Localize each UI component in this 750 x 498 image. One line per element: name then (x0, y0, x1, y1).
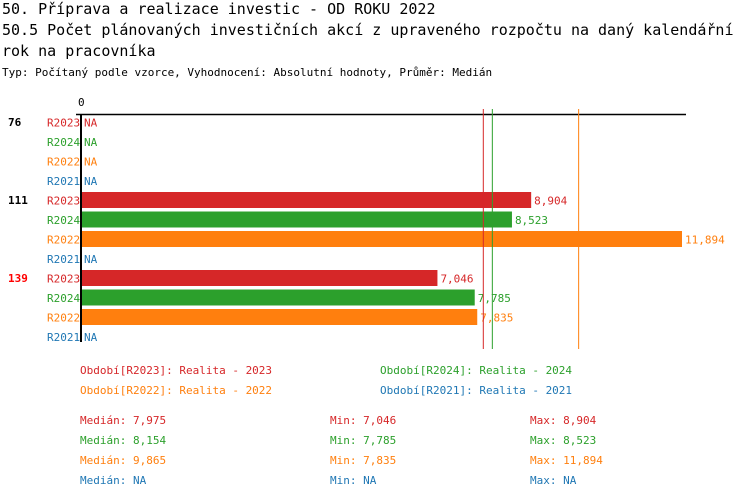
x-tick-label: 0 (78, 96, 85, 109)
bar-value-label: NA (84, 136, 98, 149)
series-row-label: R2022 (47, 312, 80, 325)
series-row-label: R2022 (47, 156, 80, 169)
bar-value-label: NA (84, 117, 98, 130)
bar-R2023 (82, 270, 438, 286)
category-label: 139 (8, 272, 28, 285)
stat-max: Max: 8,904 (530, 414, 597, 427)
series-row-label: R2022 (47, 234, 80, 247)
bar-value-label: NA (84, 175, 98, 188)
bar-R2023 (82, 192, 532, 208)
chart-subtitle-1: 50.5 Počet plánovaných investičních akcí… (2, 21, 734, 39)
bar-value-label: NA (84, 331, 98, 344)
stat-min: Min: 7,046 (330, 414, 397, 427)
series-row-label: R2023 (47, 117, 80, 130)
series-row-label: R2021 (47, 253, 80, 266)
chart-title: 50. Příprava a realizace investic - OD R… (2, 0, 436, 18)
bar-value-label: 7,785 (478, 292, 511, 305)
chart-subtitle-2: rok na pracovníka (2, 42, 156, 60)
series-row-label: R2024 (47, 214, 80, 227)
bar-value-label: 7,046 (440, 273, 473, 286)
stat-median: Medián: 8,154 (80, 434, 167, 447)
stat-max: Max: 11,894 (530, 454, 603, 467)
bar-value-label: NA (84, 156, 98, 169)
stat-median: Medián: NA (80, 474, 147, 487)
series-row-label: R2023 (47, 195, 80, 208)
bar-value-label: 11,894 (685, 234, 725, 247)
category-label: 76 (8, 116, 22, 129)
bar-value-label: 8,523 (515, 214, 548, 227)
bar-R2022 (82, 231, 682, 247)
bar-R2024 (82, 211, 512, 228)
series-row-label: R2024 (47, 136, 80, 149)
stat-min: Min: 7,835 (330, 454, 397, 467)
series-row-label: R2021 (47, 331, 80, 344)
legend-item: Období[R2022]: Realita - 2022 (80, 384, 273, 397)
legend-item: Období[R2021]: Realita - 2021 (380, 384, 573, 397)
series-row-label: R2021 (47, 175, 80, 188)
bar-R2024 (82, 289, 475, 306)
category-label: 111 (8, 194, 28, 207)
chart-type-line: Typ: Počítaný podle vzorce, Vyhodnocení:… (2, 66, 493, 79)
bar-R2022 (82, 309, 478, 325)
stat-median: Medián: 7,975 (80, 414, 167, 427)
stat-min: Min: NA (330, 474, 377, 487)
series-row-label: R2023 (47, 273, 80, 286)
stat-min: Min: 7,785 (330, 434, 397, 447)
bar-value-label: 7,835 (480, 312, 513, 325)
legend-item: Období[R2023]: Realita - 2023 (80, 364, 273, 377)
stat-max: Max: NA (530, 474, 577, 487)
bar-value-label: NA (84, 253, 98, 266)
stat-median: Medián: 9,865 (80, 454, 167, 467)
stat-max: Max: 8,523 (530, 434, 597, 447)
legend-item: Období[R2024]: Realita - 2024 (380, 364, 573, 377)
bar-value-label: 8,904 (534, 195, 567, 208)
series-row-label: R2024 (47, 292, 80, 305)
